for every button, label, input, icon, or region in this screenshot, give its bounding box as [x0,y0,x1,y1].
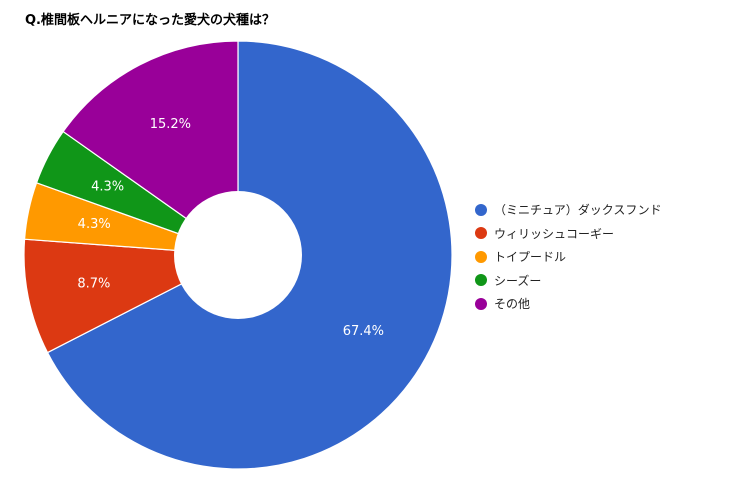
legend-item-2[interactable]: トイプードル [475,245,662,269]
legend-swatch-2 [475,250,487,263]
legend-label-4: その他 [494,297,531,312]
legend-label-1: ウィリッシュコーギー [494,226,615,241]
chart-title: Q.椎間板ヘルニアになった愛犬の犬種は？ [25,13,275,28]
legend-label-0: （ミニチュア）ダックスフンド [494,203,662,218]
donut-hole [174,191,302,319]
legend-label-2: トイプードル [494,250,567,265]
slice-4[interactable] [62,40,239,257]
legend-swatch-4 [475,297,487,310]
slice-label-4: 15.2% [150,117,191,132]
legend-swatch-3 [475,274,487,287]
legend: （ミニチュア）ダックスフンド ウィリッシュコーギー トイプードル シーズーその他 [475,198,662,316]
legend-label-3: シーズー [494,273,542,288]
legend-swatch-1 [475,227,487,240]
legend-item-3[interactable]: シーズー [475,269,662,293]
legend-item-4[interactable]: その他 [475,292,662,316]
slice-label-0: 67.4% [343,324,384,339]
slice-label-3: 4.3% [91,180,124,195]
legend-swatch-0 [475,203,487,216]
legend-item-1[interactable]: ウィリッシュコーギー [475,222,662,246]
legend-item-0[interactable]: （ミニチュア）ダックスフンド [475,198,662,222]
slice-label-2: 4.3% [78,217,111,232]
slice-label-1: 8.7% [77,277,110,292]
